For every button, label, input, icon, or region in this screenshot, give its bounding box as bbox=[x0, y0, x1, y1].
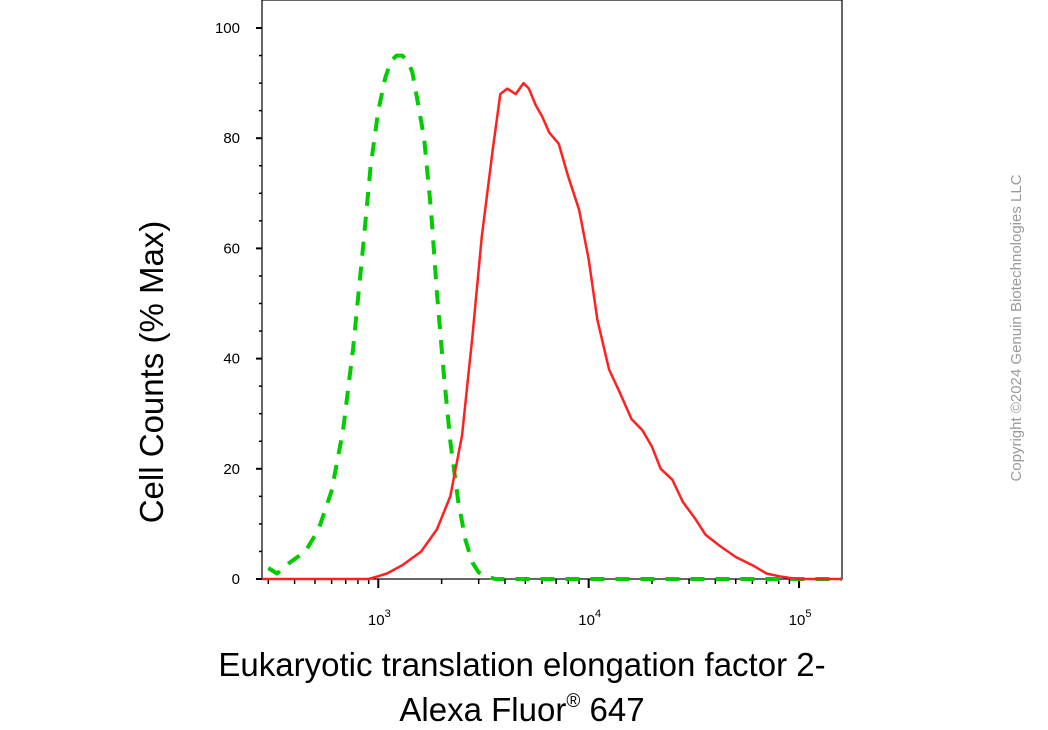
x-tick-base: 10 bbox=[578, 612, 595, 629]
registered-sup: ® bbox=[566, 691, 580, 712]
sample-series-line bbox=[262, 81, 842, 581]
x-axis-title-line2-end: 647 bbox=[580, 691, 644, 728]
plot-frame bbox=[261, 0, 843, 580]
y-tick-label-40: 40 bbox=[223, 351, 240, 368]
plot-area bbox=[261, 0, 843, 580]
x-tick-label-5: 105 bbox=[789, 608, 812, 629]
x-axis: 103 104 105 bbox=[267, 579, 812, 629]
y-tick-label-0: 0 bbox=[232, 571, 240, 588]
x-axis-title-line1: Eukaryotic translation elongation factor… bbox=[218, 646, 825, 683]
x-tick-exponent: 3 bbox=[385, 608, 391, 620]
y-axis: 0 20 40 60 80 100 bbox=[215, 20, 262, 588]
copyright-watermark: Copyright ©2024 Genuin Biotechnologies L… bbox=[1008, 174, 1025, 481]
x-tick-exponent: 4 bbox=[595, 608, 601, 620]
control-series-line bbox=[267, 53, 842, 581]
x-tick-base: 10 bbox=[789, 612, 806, 629]
x-axis-title-line2: Alexa Fluor® 647 bbox=[399, 691, 644, 728]
x-tick-label-3: 103 bbox=[368, 608, 391, 629]
y-tick-label-20: 20 bbox=[223, 461, 240, 478]
y-tick-label-80: 80 bbox=[223, 130, 240, 147]
x-axis-title-line2-main: Alexa Fluor bbox=[399, 691, 566, 728]
x-tick-base: 10 bbox=[368, 612, 385, 629]
x-tick-label-4: 104 bbox=[578, 608, 601, 629]
y-tick-label-60: 60 bbox=[223, 240, 240, 257]
series-layer bbox=[262, 53, 842, 581]
y-axis-title: Cell Counts (% Max) bbox=[133, 221, 170, 524]
y-tick-label-100: 100 bbox=[215, 20, 240, 37]
x-tick-exponent: 5 bbox=[805, 608, 811, 620]
